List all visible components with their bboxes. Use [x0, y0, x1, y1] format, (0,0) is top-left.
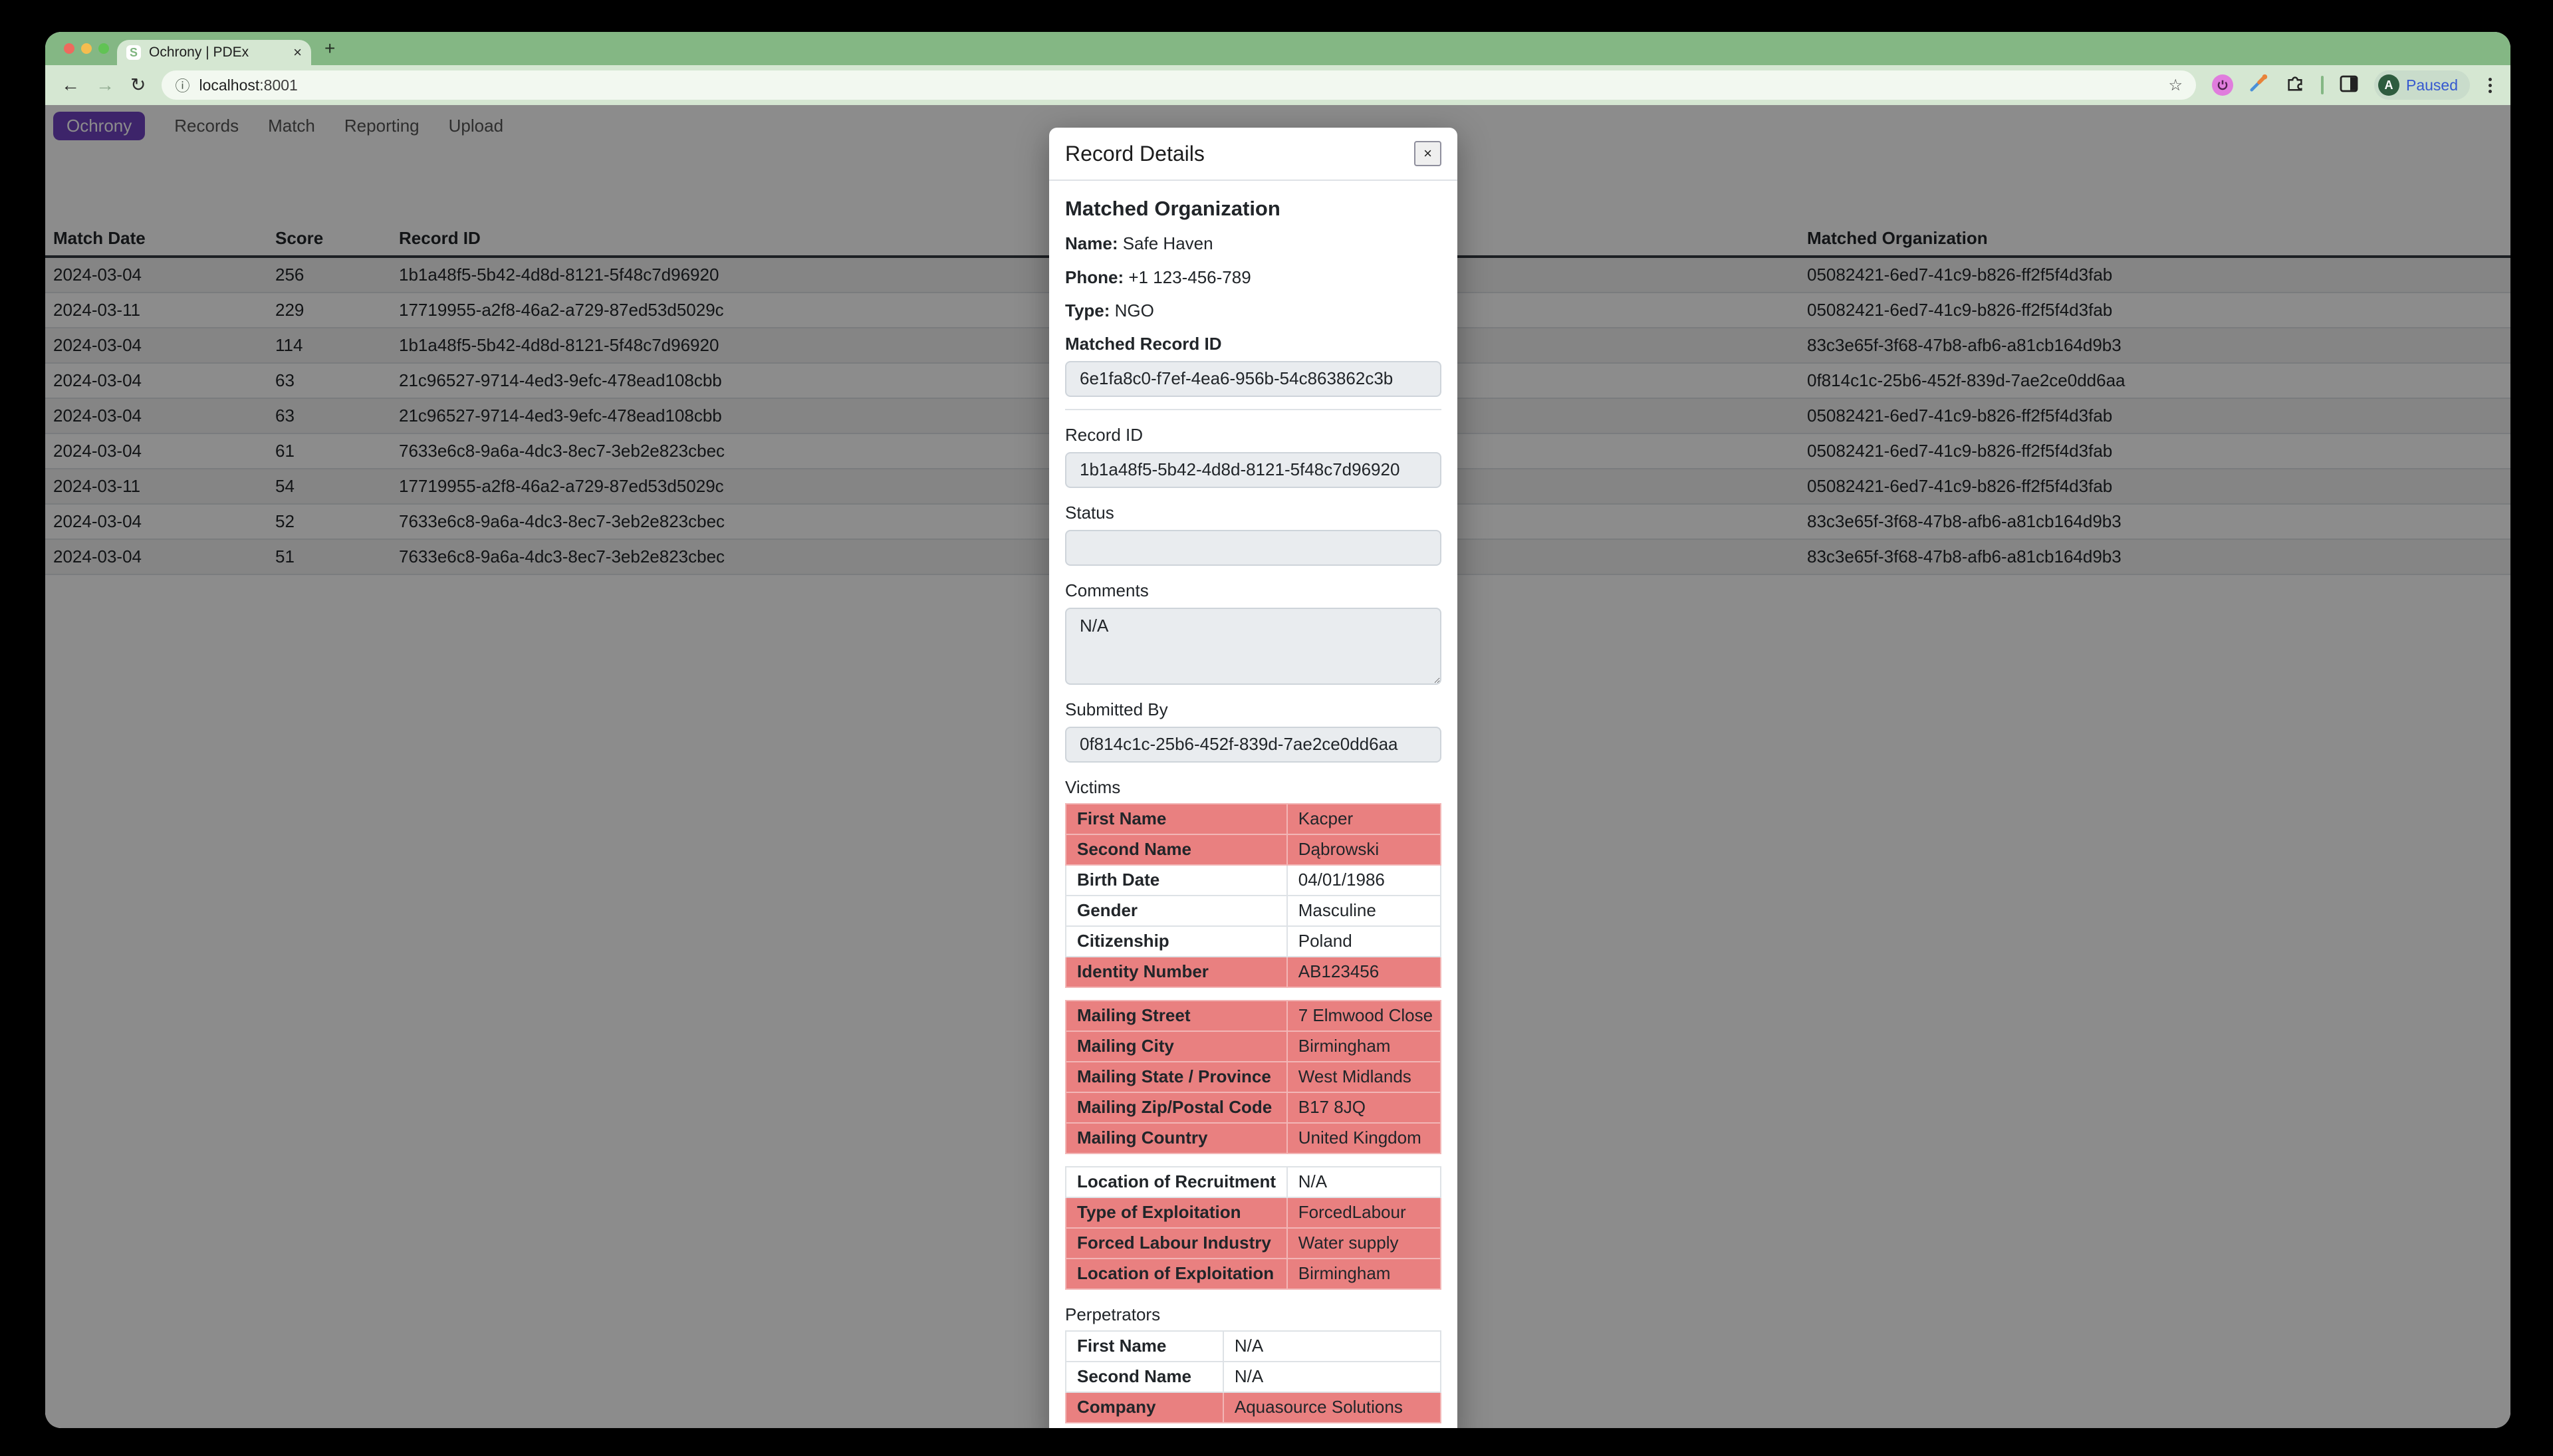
fullscreen-window-button[interactable]	[98, 43, 109, 54]
matched-organization-heading: Matched Organization	[1065, 197, 1280, 220]
matched-record-id-label: Matched Record ID	[1065, 333, 1222, 354]
nav-item-records[interactable]: Records	[174, 116, 239, 136]
close-window-button[interactable]	[64, 43, 74, 54]
exploitation-row-type: Type of Exploitation ForcedLabour	[1064, 1196, 1441, 1229]
mailing-row-country: Mailing Country United Kingdom	[1064, 1122, 1441, 1154]
modal-close-button[interactable]: ×	[1414, 141, 1441, 166]
victims-exploitation-table: Location of Recruitment N/A Type of Explo…	[1064, 1165, 1441, 1290]
submitted-by-label: Submitted By	[1065, 699, 1168, 719]
matched-record-id-input[interactable]	[1065, 360, 1441, 397]
modal-body: Matched Organization Name: Safe Haven Ph…	[1049, 181, 1457, 1428]
col-header-matched-organization: Matched Organization	[1796, 223, 2510, 258]
col-header-match-date: Match Date	[45, 223, 265, 258]
divider	[1065, 408, 1441, 410]
victim-row-second-name: Second Name Dąbrowski	[1064, 833, 1441, 866]
perpetrator-row-company: Company Aquasource Solutions	[1064, 1391, 1441, 1423]
forward-icon[interactable]: →	[96, 74, 114, 95]
profile-chip[interactable]: A Paused	[2373, 70, 2470, 100]
extensions-puzzle-icon[interactable]	[2285, 72, 2305, 98]
profile-status-badge: Paused	[2405, 76, 2458, 94]
reload-icon[interactable]: ↻	[130, 74, 146, 95]
profile-avatar: A	[2377, 74, 2399, 96]
col-header-score: Score	[265, 223, 388, 258]
victim-row-birth-date: Birth Date 04/01/1986	[1064, 864, 1441, 896]
exploitation-row-recruitment: Location of Recruitment N/A	[1064, 1165, 1441, 1198]
perpetrators-heading: Perpetrators	[1065, 1304, 1161, 1324]
mailing-row-street: Mailing Street 7 Elmwood Close	[1064, 999, 1441, 1032]
victims-personal-table: First Name Kacper Second Name Dąbrowski Bi…	[1064, 802, 1441, 988]
modal-title: Record Details	[1065, 141, 1205, 166]
new-tab-button[interactable]: +	[324, 38, 336, 59]
modal-header: Record Details ×	[1049, 128, 1457, 181]
perpetrators-table: First Name N/A Second Name N/A Company Aqua…	[1064, 1330, 1441, 1423]
victims-heading: Victims	[1065, 777, 1121, 797]
eyedropper-icon[interactable]	[2249, 72, 2269, 98]
record-id-label: Record ID	[1065, 424, 1144, 445]
victims-mailing-table: Mailing Street 7 Elmwood Close Mailing Ci…	[1064, 999, 1441, 1154]
record-id-input[interactable]	[1065, 451, 1441, 488]
bookmark-star-icon[interactable]: ☆	[2168, 76, 2183, 94]
url-text: localhost:8001	[199, 76, 298, 94]
perpetrator-row-first-name: First Name N/A	[1064, 1330, 1441, 1362]
tab-title: Ochrony | PDEx	[149, 45, 249, 60]
site-info-icon[interactable]: ⓘ	[175, 78, 190, 94]
back-icon[interactable]: ←	[61, 74, 80, 95]
address-bar[interactable]: ⓘ localhost:8001 ☆	[162, 70, 2196, 100]
victim-row-identity-number: Identity Number AB123456	[1064, 955, 1441, 988]
org-type-line: Type: NGO	[1065, 301, 1154, 320]
victim-row-first-name: First Name Kacper	[1064, 802, 1441, 835]
tab-close-icon[interactable]: ×	[293, 44, 302, 61]
submitted-by-input[interactable]	[1065, 726, 1441, 763]
exploitation-row-location: Location of Exploitation Birmingham	[1064, 1257, 1441, 1290]
browser-tab[interactable]: S Ochrony | PDEx ×	[117, 40, 311, 65]
mailing-row-city: Mailing City Birmingham	[1064, 1030, 1441, 1062]
perpetrator-row-second-name: Second Name N/A	[1064, 1360, 1441, 1393]
org-phone-line: Phone: +1 123-456-789	[1065, 267, 1251, 287]
mailing-row-zip: Mailing Zip/Postal Code B17 8JQ	[1064, 1091, 1441, 1124]
tab-favicon-icon: S	[126, 45, 141, 60]
comments-label: Comments	[1065, 580, 1149, 600]
page-content: Ochrony Records Match Reporting Upload M…	[45, 105, 2510, 1428]
status-input[interactable]	[1065, 529, 1441, 566]
comments-textarea[interactable]: N/A	[1065, 607, 1441, 685]
mailing-row-state: Mailing State / Province West Midlands	[1064, 1060, 1441, 1093]
browser-tabstrip: S Ochrony | PDEx × +	[45, 32, 2510, 65]
browser-toolbar: ← → ↻ ⓘ localhost:8001 ☆	[45, 65, 2510, 105]
minimize-window-button[interactable]	[81, 43, 92, 54]
app-navbar: Ochrony Records Match Reporting Upload	[45, 105, 2510, 147]
nav-item-upload[interactable]: Upload	[448, 116, 504, 136]
victim-row-gender: Gender Masculine	[1064, 894, 1441, 927]
nav-item-reporting[interactable]: Reporting	[344, 116, 420, 136]
victim-row-citizenship: Citizenship Poland	[1064, 925, 1441, 957]
nav-brand-ochrony[interactable]: Ochrony	[53, 112, 146, 140]
org-name-line: Name: Safe Haven	[1065, 233, 1213, 253]
exploitation-row-industry: Forced Labour Industry Water supply	[1064, 1227, 1441, 1259]
window-controls	[64, 32, 109, 65]
status-label: Status	[1065, 502, 1114, 523]
browser-window: S Ochrony | PDEx × + ← → ↻ ⓘ localhost:8…	[45, 32, 2510, 1428]
nav-item-match[interactable]: Match	[268, 116, 315, 136]
toolbar-separator	[2320, 76, 2324, 94]
browser-menu-icon[interactable]	[2486, 77, 2494, 93]
record-details-modal: Record Details × Matched Organization Na…	[1049, 128, 1457, 1428]
extension-power-icon[interactable]	[2211, 74, 2233, 96]
side-panel-icon[interactable]	[2340, 73, 2358, 98]
